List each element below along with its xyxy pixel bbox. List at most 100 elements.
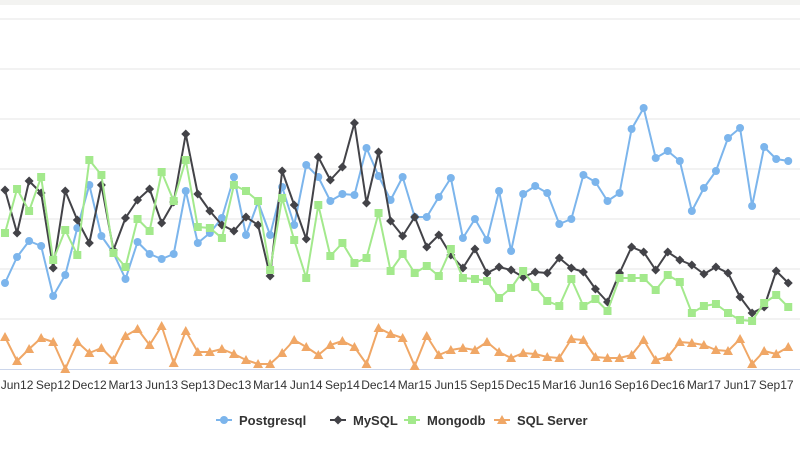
data-point-mongodb [362, 254, 371, 262]
x-tick-label: Sep13 [180, 378, 215, 392]
data-point-sql-server [626, 350, 637, 359]
top-bar [0, 0, 800, 5]
data-point-postgresql [760, 143, 769, 151]
legend-item-sql-server[interactable]: SQL Server [494, 413, 588, 428]
data-point-postgresql [567, 215, 576, 223]
data-point-postgresql [169, 250, 178, 258]
data-point-mysql [313, 152, 323, 162]
data-point-mongodb [254, 197, 263, 205]
data-point-postgresql [784, 157, 793, 165]
data-point-postgresql [49, 292, 58, 300]
data-point-mongodb [651, 286, 660, 294]
data-point-mongodb [772, 291, 781, 299]
data-point-postgresql [422, 213, 431, 221]
data-point-sql-server [349, 342, 360, 351]
data-point-mongodb [615, 274, 624, 282]
x-tick-label: Mar17 [687, 378, 721, 392]
data-point-mysql [675, 255, 685, 265]
data-point-mysql [84, 238, 94, 248]
data-point-mysql [470, 244, 480, 254]
data-point-postgresql [675, 157, 684, 165]
data-point-sql-server [289, 335, 300, 344]
data-point-mysql [253, 220, 263, 230]
data-point-mysql [699, 269, 709, 279]
data-point-postgresql [362, 144, 371, 152]
data-point-postgresql [639, 104, 648, 112]
series-layer [0, 104, 794, 373]
data-point-sql-server [723, 346, 733, 355]
x-tick-label: Dec13 [217, 378, 252, 392]
data-point-mysql [410, 212, 420, 222]
data-point-mongodb [603, 307, 612, 315]
data-point-mongodb [386, 267, 395, 275]
series-mongodb [1, 156, 793, 325]
data-point-postgresql [543, 189, 552, 197]
data-point-sql-server [686, 338, 697, 347]
legend-item-mysql[interactable]: MySQL [330, 413, 398, 428]
data-point-mysql [566, 263, 576, 273]
data-point-mysql [711, 262, 721, 272]
data-point-mongodb [278, 194, 287, 202]
data-point-mysql [60, 186, 70, 196]
data-point-sql-server [602, 353, 613, 362]
x-axis: Jun12 Sep12 Dec12 Mar13 Jun13 Sep13 Dec13 Mar14… [1, 378, 794, 392]
data-point-mysql [771, 266, 781, 276]
data-point-postgresql [651, 154, 660, 162]
legend-square-icon [408, 416, 416, 424]
data-point-postgresql [663, 147, 672, 155]
data-point-postgresql [37, 242, 46, 250]
data-point-mongodb [736, 316, 745, 324]
data-point-mongodb [446, 245, 455, 253]
data-point-postgresql [603, 197, 612, 205]
data-point-mysql [783, 278, 793, 288]
data-point-mongodb [229, 181, 238, 189]
data-point-sql-server [457, 343, 468, 352]
data-point-sql-server [614, 353, 625, 362]
data-point-postgresql [398, 173, 407, 181]
data-point-postgresql [229, 173, 238, 181]
data-point-mongodb [507, 284, 516, 292]
data-point-sql-server [48, 337, 59, 346]
x-tick-label: Jun12 [1, 378, 34, 392]
data-point-sql-server [445, 345, 456, 354]
data-point-mongodb [458, 274, 467, 282]
data-point-sql-server [361, 359, 372, 368]
data-point-postgresql [73, 224, 82, 232]
data-point-postgresql [446, 174, 455, 182]
data-point-mysql [301, 234, 311, 244]
data-point-mysql [48, 263, 58, 273]
data-point-mongodb [314, 201, 323, 209]
data-point-sql-server [96, 343, 107, 352]
legend-item-mongodb[interactable]: Mongodb [404, 413, 486, 428]
data-point-mongodb [145, 227, 154, 235]
data-point-sql-server [72, 337, 83, 346]
data-point-postgresql [555, 220, 564, 228]
x-tick-label: Jun13 [145, 378, 178, 392]
data-point-postgresql [217, 214, 226, 222]
data-point-postgresql [687, 207, 696, 215]
legend-label: MySQL [353, 413, 398, 428]
data-point-mysql [205, 206, 215, 216]
series-line-mysql [4, 122, 789, 314]
legend-item-postgresql[interactable]: Postgresql [216, 413, 306, 428]
data-point-mysql [0, 185, 10, 195]
data-point-postgresql [483, 236, 491, 244]
data-point-postgresql [724, 134, 732, 142]
data-point-sql-server [542, 352, 553, 361]
data-point-postgresql [579, 171, 588, 179]
series-line-sql-server [4, 325, 789, 370]
x-tick-label: Jun17 [724, 378, 757, 392]
data-point-mongodb [97, 171, 106, 179]
x-tick-label: Dec15 [506, 378, 541, 392]
data-point-postgresql [181, 187, 190, 195]
data-point-mongodb [157, 168, 166, 176]
data-point-mongodb [266, 266, 275, 274]
data-point-mongodb [25, 207, 34, 215]
data-point-sql-server [674, 337, 685, 346]
data-point-sql-server [494, 347, 505, 356]
data-point-sql-server [698, 340, 709, 349]
data-point-mongodb [326, 252, 335, 260]
data-point-sql-server [783, 342, 794, 351]
data-point-sql-server [12, 356, 23, 365]
data-point-mongodb [543, 297, 552, 305]
